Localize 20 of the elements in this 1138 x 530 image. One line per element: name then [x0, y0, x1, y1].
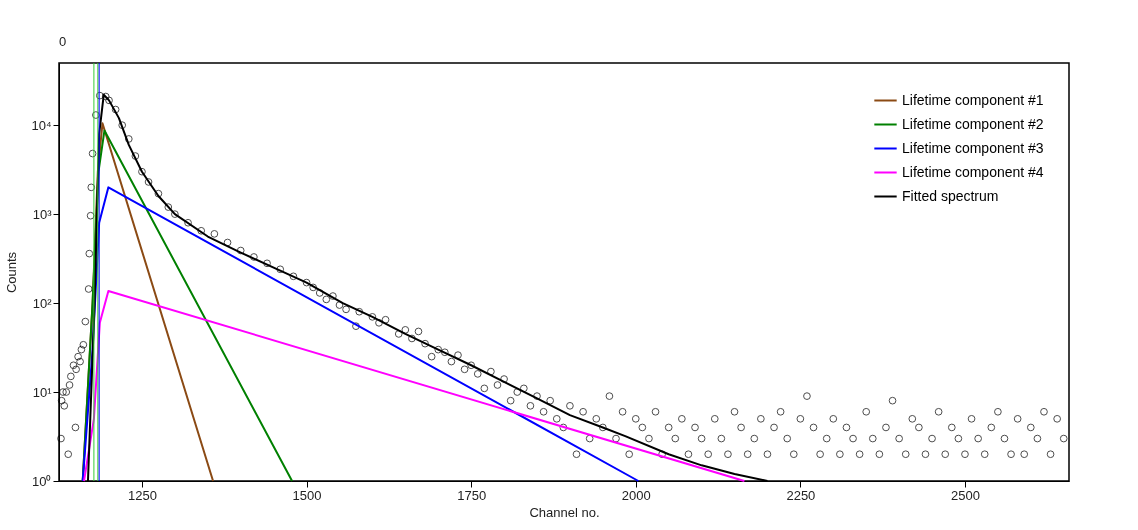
- line-series: [83, 289, 746, 482]
- x-tick-label: 2500: [951, 487, 980, 503]
- x-tick-label: 1750: [457, 487, 487, 503]
- legend-label: Fitted spectrum: [902, 187, 999, 204]
- y-tick-label: 10³: [32, 206, 53, 222]
- x-tick-label: 1500: [292, 487, 322, 503]
- legend-label: Lifetime component #4: [902, 163, 1044, 180]
- y-tick-label: 10²: [32, 295, 53, 311]
- legend-label: Lifetime component #1: [902, 91, 1044, 108]
- x-tick-label: 2250: [786, 487, 816, 503]
- x-tick-label: 2000: [621, 487, 651, 503]
- y-tick-label: 10⁴: [31, 117, 52, 133]
- y-tick-label: 10¹: [32, 384, 53, 400]
- legend-label: Lifetime component #3: [902, 139, 1044, 156]
- y-axis-title: Counts: [4, 251, 20, 294]
- x-tick-label: 1250: [128, 487, 157, 503]
- y-tick-label: 10⁰: [32, 473, 52, 489]
- x-axis-title: Channel no.: [529, 504, 600, 520]
- legend-label: Lifetime component #2: [902, 115, 1044, 132]
- text: 0: [59, 34, 67, 49]
